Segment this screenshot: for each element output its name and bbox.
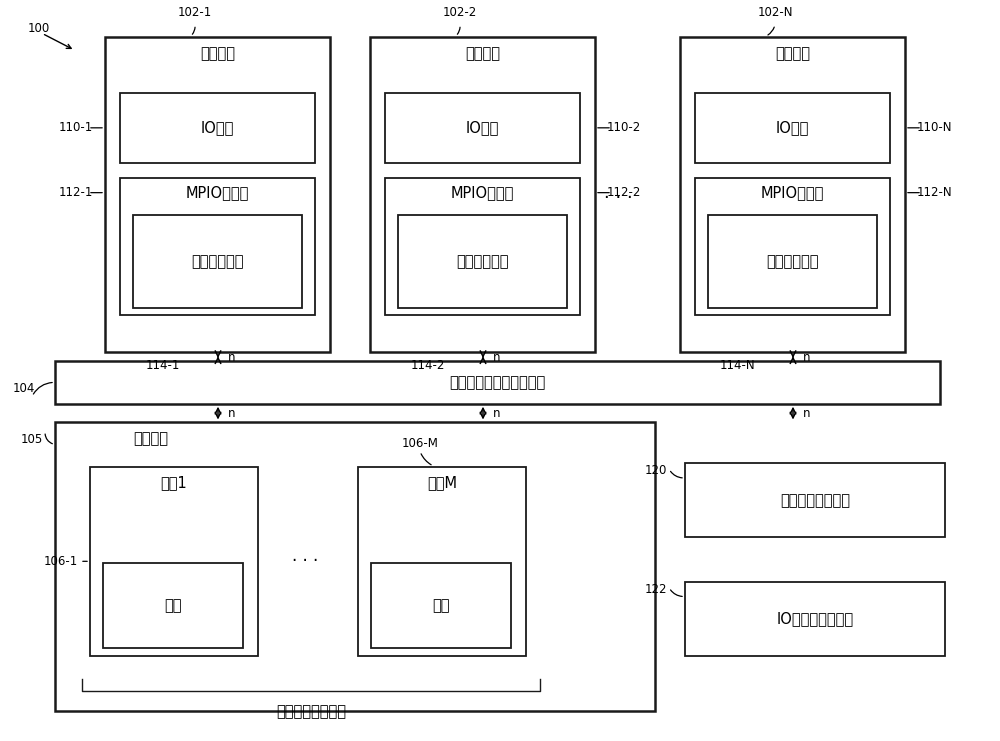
Text: 114-2: 114-2 bbox=[411, 359, 445, 373]
Bar bbox=[358, 467, 526, 656]
Bar bbox=[133, 215, 302, 308]
Bar bbox=[103, 563, 243, 648]
Text: n: n bbox=[803, 407, 810, 419]
Text: 一个或多个存储池: 一个或多个存储池 bbox=[276, 704, 346, 719]
Text: 110-1: 110-1 bbox=[59, 122, 93, 134]
Bar bbox=[120, 178, 315, 315]
Bar bbox=[695, 178, 890, 315]
Text: 存储阵列: 存储阵列 bbox=[133, 431, 168, 446]
Text: n: n bbox=[803, 350, 810, 364]
Bar bbox=[695, 93, 890, 163]
Text: 数据: 数据 bbox=[164, 598, 182, 614]
Text: IO队列: IO队列 bbox=[201, 120, 234, 136]
Text: 数据: 数据 bbox=[432, 598, 450, 614]
Text: n: n bbox=[493, 407, 501, 419]
Text: 104: 104 bbox=[13, 382, 35, 395]
Text: 路径选择逻辑: 路径选择逻辑 bbox=[766, 253, 819, 269]
Text: 响应时间控制模块: 响应时间控制模块 bbox=[780, 493, 850, 508]
Bar bbox=[708, 215, 877, 308]
Bar bbox=[685, 463, 945, 537]
Bar bbox=[55, 422, 655, 711]
Text: 112-1: 112-1 bbox=[59, 186, 93, 199]
Text: 102-N: 102-N bbox=[757, 5, 793, 19]
Text: MPIO驱动器: MPIO驱动器 bbox=[761, 185, 824, 200]
Bar bbox=[680, 37, 905, 352]
Text: 路径选择逻辑: 路径选择逻辑 bbox=[456, 253, 509, 269]
Bar bbox=[105, 37, 330, 352]
Bar bbox=[90, 467, 258, 656]
Text: 100: 100 bbox=[28, 22, 50, 36]
Text: 110-N: 110-N bbox=[917, 122, 952, 134]
Text: 装置M: 装置M bbox=[427, 476, 457, 491]
Text: MPIO驱动器: MPIO驱动器 bbox=[451, 185, 514, 200]
Text: 122: 122 bbox=[644, 582, 667, 596]
Text: 110-2: 110-2 bbox=[607, 122, 641, 134]
Bar bbox=[385, 178, 580, 315]
Bar bbox=[371, 563, 511, 648]
Text: IO操作优先级队列: IO操作优先级队列 bbox=[776, 611, 854, 626]
Text: n: n bbox=[493, 350, 501, 364]
Text: 路径选择逻辑: 路径选择逻辑 bbox=[191, 253, 244, 269]
Bar bbox=[55, 361, 940, 404]
Text: IO队列: IO队列 bbox=[776, 120, 809, 136]
Text: 106-M: 106-M bbox=[402, 436, 438, 450]
Text: 主机装置: 主机装置 bbox=[775, 46, 810, 61]
Bar bbox=[385, 93, 580, 163]
Text: 主机装置: 主机装置 bbox=[465, 46, 500, 61]
Text: 120: 120 bbox=[645, 464, 667, 477]
Bar bbox=[120, 93, 315, 163]
Text: 具有多个交换结构的网络: 具有多个交换结构的网络 bbox=[449, 375, 546, 390]
Text: n: n bbox=[228, 350, 236, 364]
Text: 主机装置: 主机装置 bbox=[200, 46, 235, 61]
Text: 112-2: 112-2 bbox=[607, 186, 641, 199]
Text: 106-1: 106-1 bbox=[44, 555, 78, 568]
Text: 102-2: 102-2 bbox=[443, 5, 477, 19]
Text: MPIO驱动器: MPIO驱动器 bbox=[186, 185, 249, 200]
Text: . . .: . . . bbox=[292, 547, 318, 565]
Text: 114-1: 114-1 bbox=[146, 359, 180, 373]
Bar bbox=[370, 37, 595, 352]
Text: 112-N: 112-N bbox=[917, 186, 953, 199]
Text: . . .: . . . bbox=[604, 184, 632, 202]
Text: 装置1: 装置1 bbox=[161, 476, 187, 491]
Text: n: n bbox=[228, 407, 236, 419]
Bar bbox=[685, 582, 945, 656]
Text: IO队列: IO队列 bbox=[466, 120, 499, 136]
Text: 114-N: 114-N bbox=[719, 359, 755, 373]
Text: 102-1: 102-1 bbox=[178, 5, 212, 19]
Bar bbox=[398, 215, 567, 308]
Text: 105: 105 bbox=[21, 433, 43, 447]
